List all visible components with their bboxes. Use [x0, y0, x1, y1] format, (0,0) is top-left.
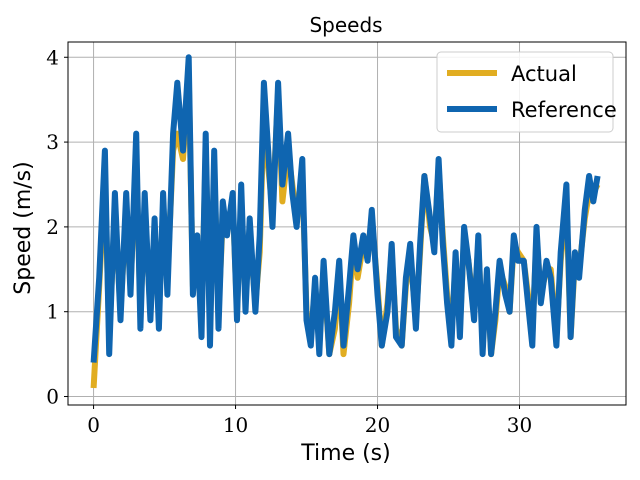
y-tick-label: 0	[46, 385, 59, 409]
y-axis-label: Speed (m/s)	[11, 161, 36, 294]
legend: Actual Reference	[436, 51, 617, 133]
series-line-reference	[90, 54, 601, 363]
y-tick-label: 1	[46, 300, 59, 324]
x-tick-label: 30	[507, 413, 532, 437]
series-lines	[90, 54, 601, 389]
chart-title: Speeds	[309, 13, 382, 37]
plot-area-frame	[67, 41, 627, 406]
x-axis-label: Time (s)	[300, 441, 390, 466]
y-tick-label: 2	[46, 215, 59, 239]
axis-ticks: 0 10 20 30 0 1 2 3 4	[46, 45, 532, 437]
x-tick-label: 0	[87, 413, 100, 437]
y-tick-label: 4	[46, 45, 59, 69]
x-tick-label: 20	[365, 413, 390, 437]
legend-label-reference: Reference	[511, 98, 617, 122]
legend-label-actual: Actual	[511, 62, 577, 86]
x-tick-label: 10	[223, 413, 248, 437]
y-tick-label: 3	[46, 130, 59, 154]
